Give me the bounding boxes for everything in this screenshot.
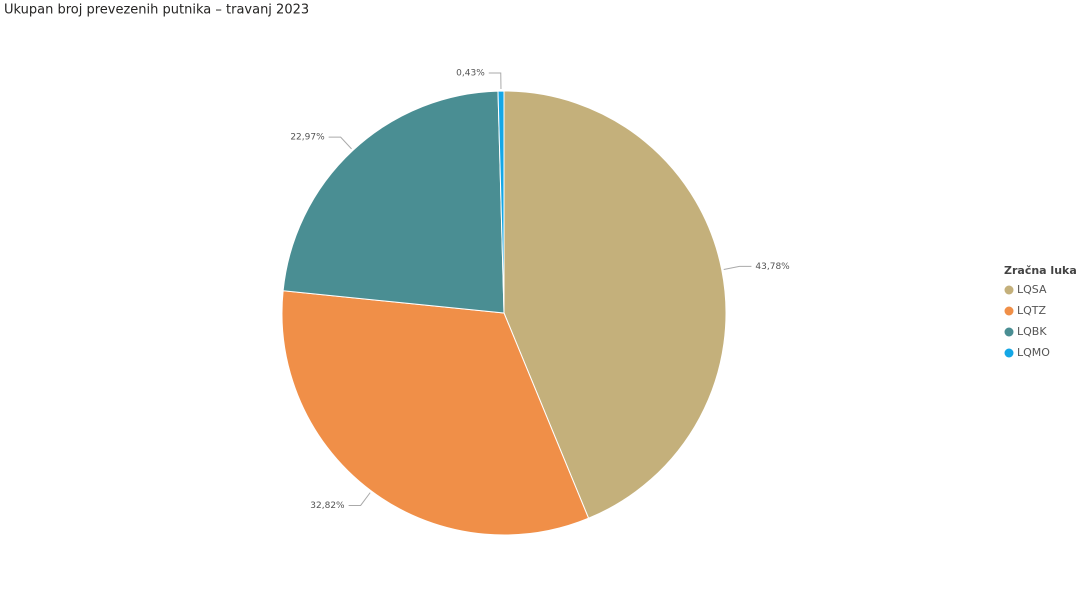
leader-line — [723, 265, 752, 270]
pie-slice — [497, 90, 505, 314]
legend-label: LQSA — [1017, 283, 1047, 296]
leader-line — [348, 492, 371, 506]
legend-marker — [1004, 285, 1014, 295]
legend-marker — [1004, 306, 1014, 316]
legend-marker — [1004, 327, 1014, 337]
legend-title: Zračna luka — [1004, 264, 1077, 277]
leader-line — [488, 72, 502, 90]
chart-title: Ukupan broj prevezenih putnika – travanj… — [4, 3, 309, 18]
legend-marker — [1004, 348, 1014, 358]
pie-slice — [281, 290, 590, 536]
pie-slice — [503, 90, 727, 519]
pie-slice — [282, 90, 505, 314]
legend-label: LQMO — [1017, 346, 1050, 359]
data-label: 0,43% — [456, 69, 485, 79]
data-label: 22,97% — [290, 133, 325, 143]
legend-label: LQBK — [1017, 325, 1047, 338]
data-label: 32,82% — [310, 501, 345, 511]
legend-label: LQTZ — [1017, 304, 1047, 317]
leader-line — [328, 136, 352, 150]
data-label: 43,78% — [755, 262, 790, 272]
